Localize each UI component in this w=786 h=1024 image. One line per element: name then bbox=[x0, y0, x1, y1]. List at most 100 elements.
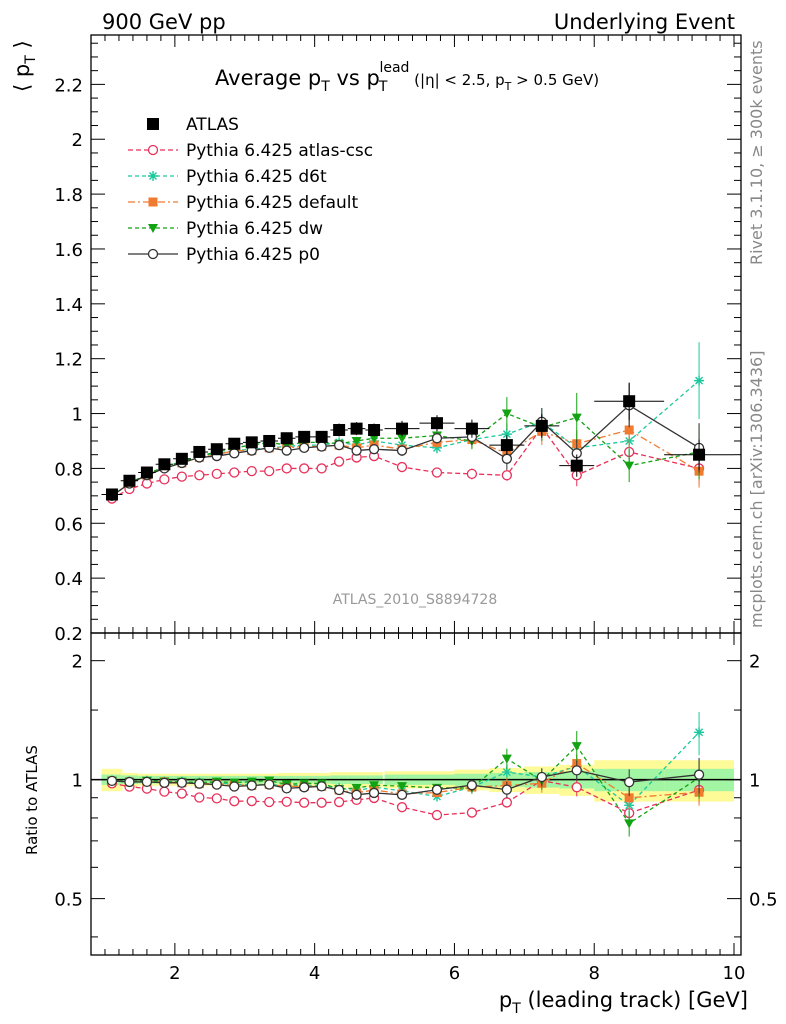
ratio-point-atlas_csc bbox=[396, 802, 408, 813]
legend-marker-atlas_csc bbox=[147, 144, 159, 156]
point-atlas_csc bbox=[229, 467, 240, 478]
ratio-point-d6t bbox=[501, 767, 512, 778]
ratio-point-p0 bbox=[176, 777, 188, 788]
legend-entry-dw: Pythia 6.425 dw bbox=[128, 219, 323, 239]
ratio-point-atlas_csc bbox=[466, 807, 478, 818]
x-tick-label: 4 bbox=[309, 963, 320, 984]
point-atlas_csc bbox=[246, 466, 257, 477]
legend-label-p0: Pythia 6.425 p0 bbox=[186, 245, 320, 265]
header-right: Underlying Event bbox=[554, 10, 735, 34]
data-point-atlas bbox=[140, 466, 153, 479]
ratio-point-p0 bbox=[333, 784, 345, 796]
point-atlas_csc bbox=[159, 474, 170, 485]
data-point-atlas bbox=[623, 395, 636, 408]
ratio-line-dw bbox=[111, 745, 700, 825]
ratio-frame bbox=[90, 632, 742, 956]
point-atlas_csc bbox=[264, 466, 275, 477]
data-point-atlas bbox=[263, 434, 276, 447]
ratio-point-dw bbox=[369, 781, 380, 791]
point-p0 bbox=[299, 442, 310, 453]
ratio-point-d6t bbox=[694, 727, 705, 738]
data-point-atlas bbox=[280, 432, 293, 445]
y-tick-label: 1.4 bbox=[54, 295, 83, 316]
point-atlas_csc bbox=[396, 461, 408, 473]
data-point-atlas bbox=[298, 430, 311, 443]
point-p0 bbox=[351, 445, 362, 456]
point-p0 bbox=[281, 445, 292, 456]
ratio-y-tick-label-right: 2 bbox=[749, 652, 760, 673]
ratio-y-tick-label-right: 0.5 bbox=[749, 890, 778, 911]
point-atlas_csc bbox=[176, 471, 188, 482]
legend-label-atlas_csc: Pythia 6.425 atlas-csc bbox=[186, 141, 373, 161]
point-p0 bbox=[368, 444, 380, 455]
series-line-atlas_csc bbox=[111, 426, 700, 500]
ratio-line-d6t bbox=[111, 731, 700, 807]
point-dw bbox=[501, 409, 512, 419]
ratio-point-atlas_csc bbox=[333, 796, 345, 808]
y-tick-label: 0.2 bbox=[54, 624, 83, 645]
data-point-atlas bbox=[315, 430, 328, 443]
x-tick-label: 8 bbox=[588, 963, 599, 984]
ratio-point-atlas_csc bbox=[176, 788, 188, 799]
point-atlas_csc bbox=[501, 470, 513, 481]
legend-marker-atlas bbox=[147, 118, 159, 130]
ratio-point-p0 bbox=[124, 776, 135, 788]
data-point-atlas bbox=[105, 488, 118, 501]
plot-title: Average pT vs pTlead (|η| < 2.5, pT > 0.… bbox=[215, 60, 599, 95]
ratio-series-p0 bbox=[106, 757, 705, 800]
legend-entry-d6t: Pythia 6.425 d6t bbox=[128, 167, 327, 187]
data-point-atlas bbox=[333, 424, 346, 437]
legend-entry-atlas_csc: Pythia 6.425 atlas-csc bbox=[128, 141, 373, 161]
y-tick-label: 0.8 bbox=[54, 459, 83, 480]
ratio-point-p0 bbox=[693, 769, 705, 780]
legend-entry-p0: Pythia 6.425 p0 bbox=[128, 245, 320, 265]
point-dw bbox=[624, 461, 635, 471]
ratio-point-p0 bbox=[396, 789, 408, 800]
point-p0 bbox=[229, 448, 240, 459]
ratio-point-atlas_csc bbox=[316, 797, 327, 808]
ratio-point-p0 bbox=[246, 780, 257, 791]
ratio-point-atlas_csc bbox=[211, 793, 222, 804]
y-tick-label: 2.2 bbox=[54, 75, 83, 96]
ratio-point-dw bbox=[624, 819, 635, 829]
side-label-rivet: Rivet 3.1.10, ≥ 300k events bbox=[747, 40, 766, 265]
ratio-point-p0 bbox=[316, 781, 327, 792]
y-axis-label: ⟨ pT ⟩ bbox=[10, 40, 39, 92]
series-line-d6t bbox=[111, 380, 700, 497]
ratio-point-p0 bbox=[211, 779, 222, 790]
legend-label-dw: Pythia 6.425 dw bbox=[186, 219, 323, 239]
legend-marker-default bbox=[148, 197, 158, 207]
ratio-point-atlas_csc bbox=[264, 796, 275, 808]
data-point-atlas bbox=[123, 474, 136, 487]
legend: ATLAS Pythia 6.425 atlas-csc Pythia 6.425 … bbox=[128, 115, 373, 265]
x-tick-label: 10 bbox=[723, 963, 746, 984]
ratio-point-p0 bbox=[281, 783, 292, 794]
legend-label-default: Pythia 6.425 default bbox=[186, 193, 359, 213]
ratio-point-p0 bbox=[299, 782, 310, 793]
legend-marker-d6t bbox=[148, 171, 158, 181]
y-tick-label: 0.6 bbox=[54, 514, 83, 535]
data-point-atlas bbox=[193, 445, 206, 458]
ratio-point-atlas_csc bbox=[571, 782, 582, 793]
ratio-y-tick-label-left: 1 bbox=[72, 771, 83, 792]
point-dw bbox=[571, 413, 582, 423]
legend-marker-p0 bbox=[147, 248, 159, 260]
data-point-atlas bbox=[245, 436, 258, 449]
point-atlas_csc bbox=[299, 463, 310, 474]
point-atlas_csc bbox=[281, 463, 292, 474]
data-point-atlas bbox=[465, 422, 478, 435]
point-atlas_csc bbox=[466, 468, 478, 480]
y-tick-label: 1.2 bbox=[54, 350, 83, 371]
legend-entry-default: Pythia 6.425 default bbox=[128, 193, 359, 213]
x-tick-label: 2 bbox=[169, 963, 180, 984]
point-atlas_csc bbox=[333, 456, 345, 467]
ratio-point-p0 bbox=[194, 778, 205, 789]
ratio-point-p0 bbox=[141, 776, 153, 787]
point-d6t bbox=[501, 429, 512, 440]
ratio-point-atlas_csc bbox=[299, 797, 310, 808]
point-atlas_csc bbox=[194, 470, 205, 481]
ratio-y-tick-label-right: 1 bbox=[749, 771, 760, 792]
ratio-point-p0 bbox=[571, 765, 582, 776]
data-point-atlas bbox=[210, 443, 223, 456]
